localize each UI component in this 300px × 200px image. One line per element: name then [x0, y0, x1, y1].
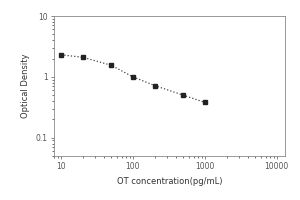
X-axis label: OT concentration(pg/mL): OT concentration(pg/mL) [117, 177, 222, 186]
Y-axis label: Optical Density: Optical Density [21, 54, 30, 118]
